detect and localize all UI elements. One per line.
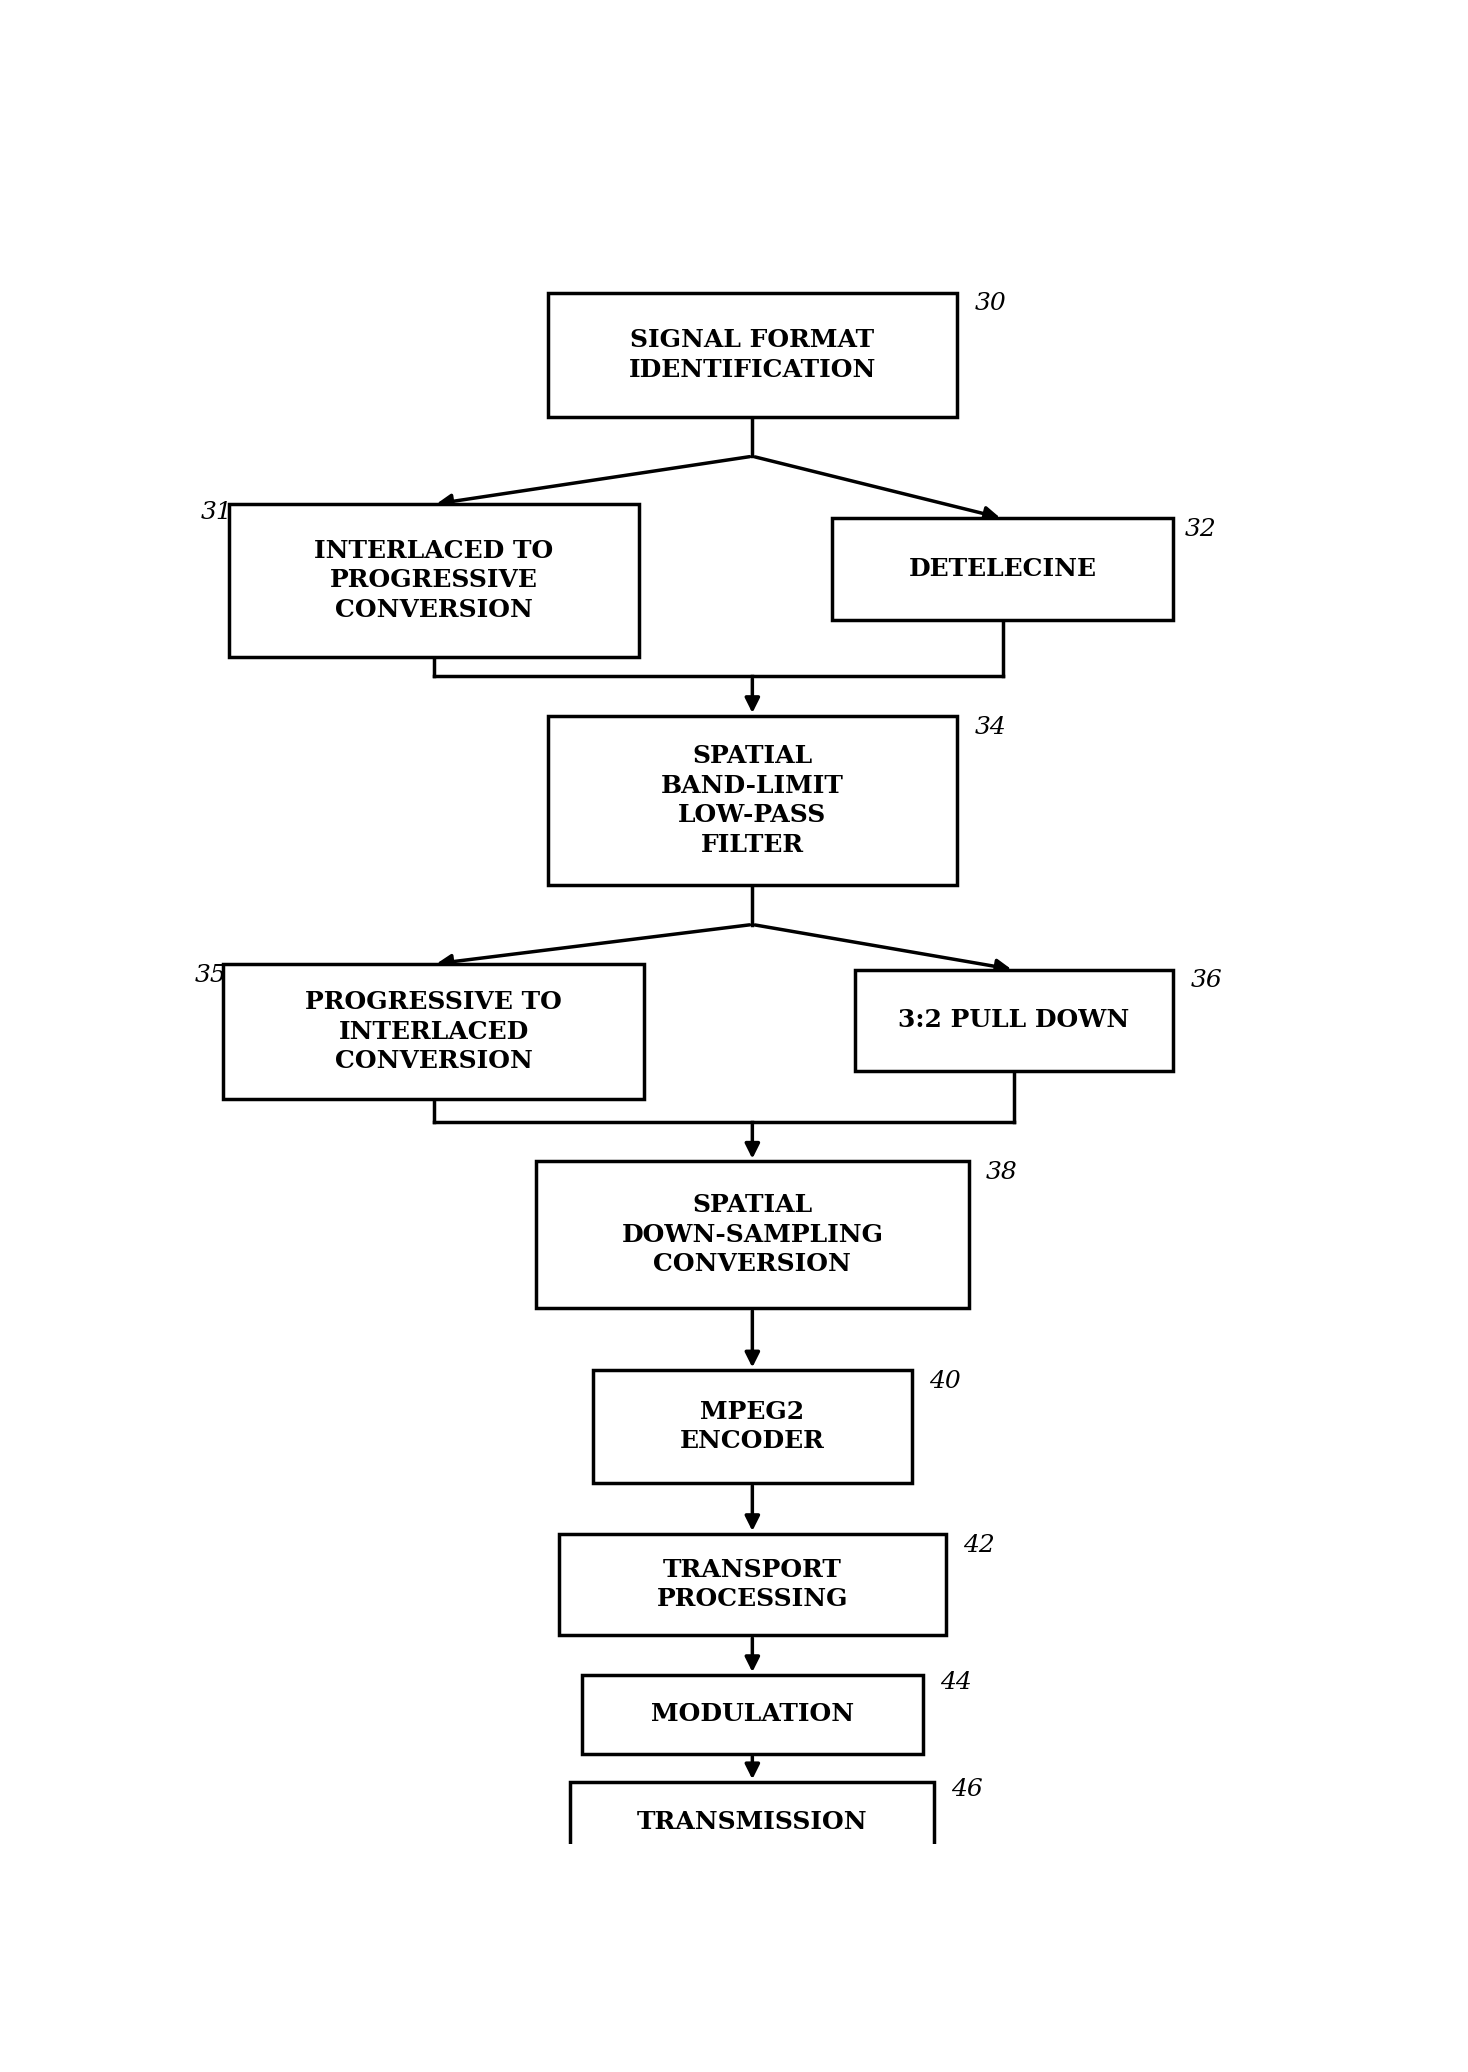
Text: 35: 35 xyxy=(195,963,226,986)
Bar xyxy=(223,963,644,1100)
Bar xyxy=(548,715,957,885)
Bar xyxy=(593,1370,912,1484)
Text: SPATIAL
BAND-LIMIT
LOW-PASS
FILTER: SPATIAL BAND-LIMIT LOW-PASS FILTER xyxy=(661,744,844,858)
Text: 30: 30 xyxy=(975,292,1006,315)
Text: 44: 44 xyxy=(940,1672,972,1695)
Text: 34: 34 xyxy=(975,715,1006,738)
Text: 42: 42 xyxy=(963,1533,995,1556)
Bar xyxy=(229,503,639,657)
Bar xyxy=(570,1782,935,1861)
Text: 31: 31 xyxy=(201,501,232,524)
Text: 32: 32 xyxy=(1185,518,1217,541)
Text: 3:2 PULL DOWN: 3:2 PULL DOWN xyxy=(898,1009,1130,1032)
Bar xyxy=(832,518,1173,620)
Text: SIGNAL FORMAT
IDENTIFICATION: SIGNAL FORMAT IDENTIFICATION xyxy=(628,327,876,381)
Text: 46: 46 xyxy=(951,1778,984,1801)
Bar xyxy=(559,1533,945,1635)
Text: DETELECINE: DETELECINE xyxy=(909,557,1097,580)
Text: SPATIAL
DOWN-SAMPLING
CONVERSION: SPATIAL DOWN-SAMPLING CONVERSION xyxy=(621,1193,884,1276)
Bar xyxy=(548,292,957,416)
Text: MODULATION: MODULATION xyxy=(650,1703,854,1726)
Text: MPEG2
ENCODER: MPEG2 ENCODER xyxy=(680,1401,825,1452)
Text: PROGRESSIVE TO
INTERLACED
CONVERSION: PROGRESSIVE TO INTERLACED CONVERSION xyxy=(305,990,562,1073)
Bar xyxy=(581,1674,923,1753)
Bar xyxy=(854,970,1173,1071)
Text: TRANSMISSION: TRANSMISSION xyxy=(637,1809,868,1834)
Text: 40: 40 xyxy=(929,1370,960,1392)
Text: TRANSPORT
PROCESSING: TRANSPORT PROCESSING xyxy=(656,1558,849,1612)
Text: 38: 38 xyxy=(985,1160,1017,1185)
Text: INTERLACED TO
PROGRESSIVE
CONVERSION: INTERLACED TO PROGRESSIVE CONVERSION xyxy=(314,539,553,622)
Text: 36: 36 xyxy=(1191,970,1223,992)
Bar xyxy=(536,1162,969,1307)
